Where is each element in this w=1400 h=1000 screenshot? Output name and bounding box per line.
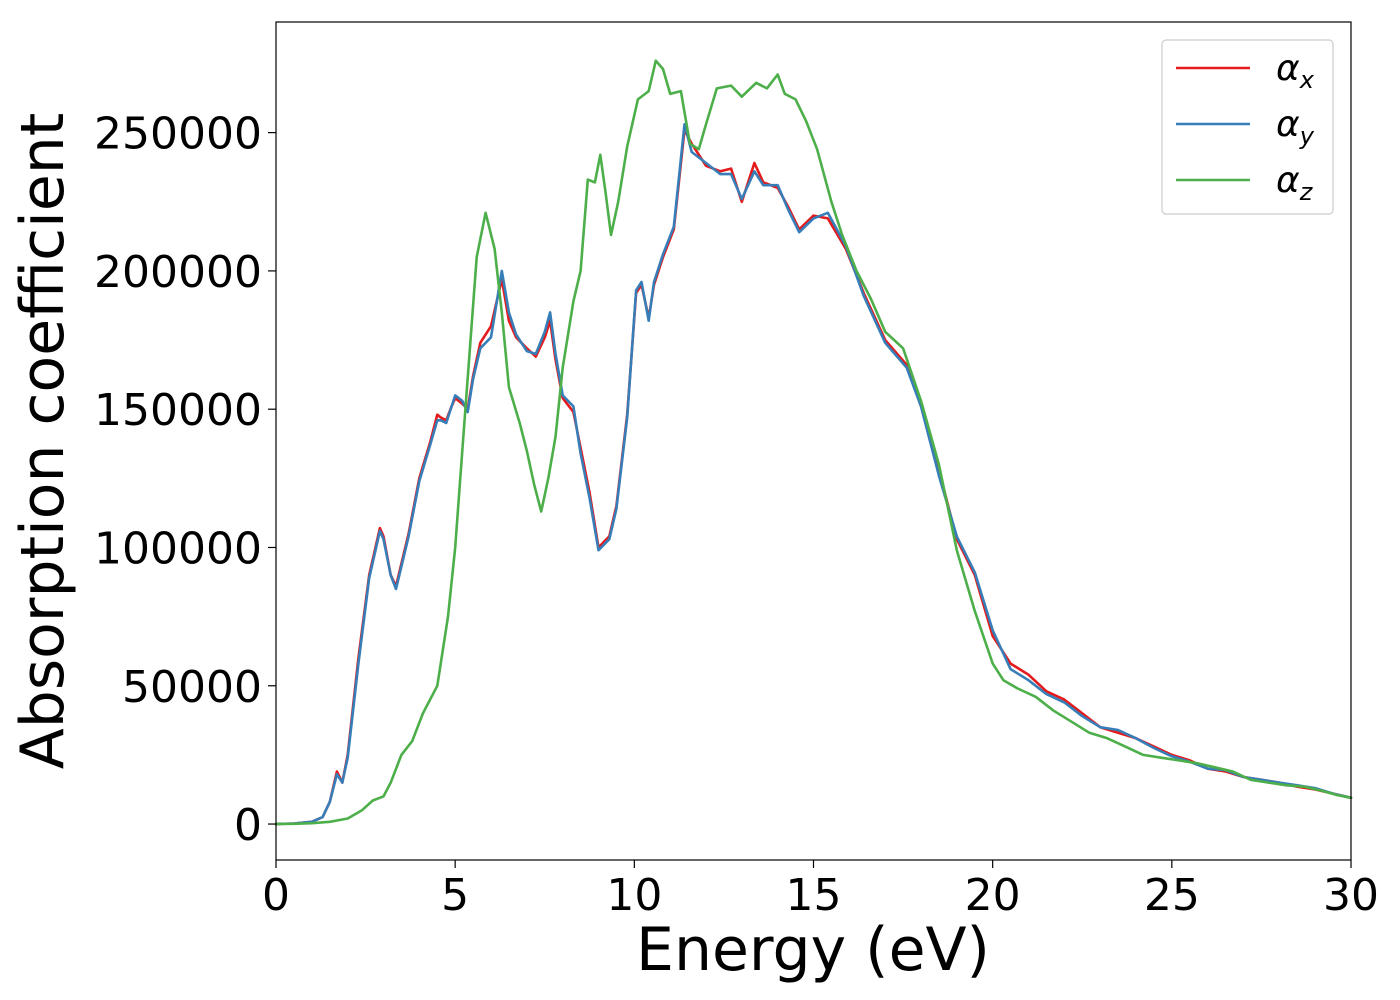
x-tick-label: 30 (1323, 870, 1379, 921)
x-axis-ticks: 0 5 10 15 20 25 30 (262, 860, 1379, 921)
x-tick-label: 25 (1144, 870, 1200, 921)
x-tick-label: 10 (606, 870, 662, 921)
y-axis-title: Absorption coefficient (8, 113, 78, 770)
series-line-z (274, 59, 1353, 826)
series-layer (274, 59, 1353, 826)
series-line-y (274, 123, 1353, 826)
y-tick-label: 50000 (122, 662, 262, 713)
y-tick-label: 150000 (94, 385, 262, 436)
legend-frame (1161, 39, 1334, 215)
y-tick-label: 250000 (94, 109, 262, 160)
x-tick-label: 0 (262, 870, 290, 921)
x-tick-label: 20 (965, 870, 1021, 921)
y-tick-label: 0 (234, 800, 262, 851)
x-tick-label: 5 (441, 870, 469, 921)
y-axis-ticks: 0 50000 100000 150000 200000 250000 (94, 109, 276, 851)
x-axis-title: Energy (eV) (636, 915, 990, 985)
x-tick-label: 15 (786, 870, 842, 921)
y-tick-label: 200000 (94, 247, 262, 298)
y-tick-label: 100000 (94, 523, 262, 574)
